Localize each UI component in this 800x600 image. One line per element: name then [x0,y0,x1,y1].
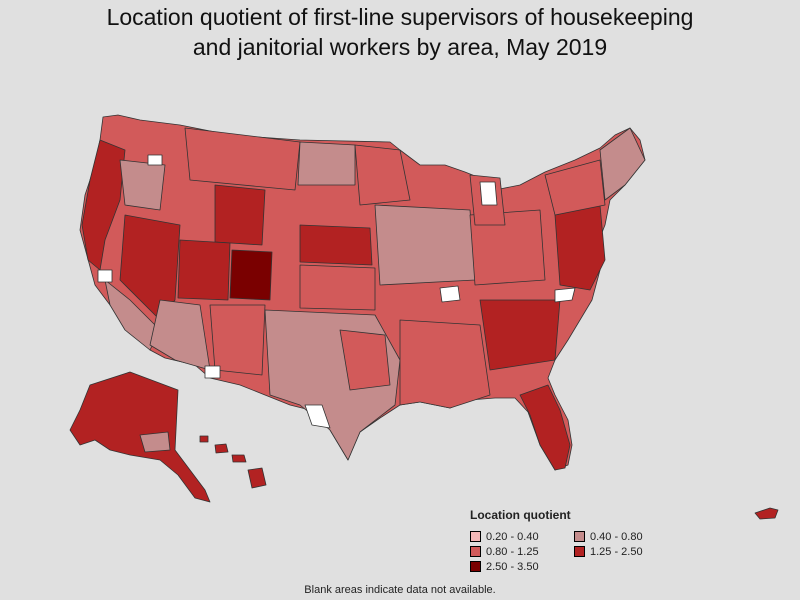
region-montana [184,127,301,191]
region-colorado-high [229,249,273,301]
region-florida [519,384,571,471]
no-data-area-michigan [479,181,498,206]
legend-item-1: 0.40 - 0.80 [574,530,684,543]
no-data-area-california [97,269,113,283]
no-data-area-arizona [204,365,221,379]
region-texas-east [339,329,391,391]
region-gulf [399,319,491,409]
region-new-england [599,127,646,201]
region-wyoming [214,184,266,246]
footnote: Blank areas indicate data not available. [304,584,496,596]
region-northeast [544,159,606,216]
hawaii-island-2 [214,443,229,454]
legend-label-3: 1.25 - 2.50 [590,545,643,558]
legend-item-2: 0.80 - 1.25 [470,545,574,558]
hawaii-island-3 [231,454,247,463]
alaska-subregion [139,431,171,453]
no-data-area-west-texas [304,404,331,429]
legend-label-1: 0.40 - 0.80 [590,530,643,543]
legend-item-4: 2.50 - 3.50 [470,560,574,573]
map-title: Location quotient of first-line supervis… [0,2,800,62]
region-new-mexico [209,304,266,376]
legend-swatch-0 [470,531,481,542]
region-arizona [149,299,211,371]
legend: Location quotient 0.20 - 0.40 0.40 - 0.8… [470,508,710,573]
legend-grid: 0.20 - 0.40 0.40 - 0.80 0.80 - 1.25 1.25… [470,530,710,573]
map-title-line-1: Location quotient of first-line supervis… [106,4,694,30]
no-data-area-oregon [147,154,163,166]
legend-swatch-4 [470,561,481,572]
legend-swatch-3 [574,546,585,557]
legend-item-0: 0.20 - 0.40 [470,530,574,543]
legend-swatch-2 [470,546,481,557]
map-title-line-2: and janitorial workers by area, May 2019 [192,34,608,60]
no-data-area-missouri [439,285,461,303]
region-kansas [299,264,376,311]
legend-swatch-1 [574,531,585,542]
region-ohio-valley [469,209,546,286]
alaska-region [69,371,211,503]
legend-label-2: 0.80 - 1.25 [486,545,539,558]
region-nebraska [299,224,373,266]
puerto-rico-region [754,507,779,520]
region-north-dakota [297,141,356,186]
region-california-south [104,279,161,351]
legend-label-0: 0.20 - 0.40 [486,530,539,543]
region-minnesota [354,144,411,206]
region-midwest [374,204,476,286]
legend-title: Location quotient [470,508,571,522]
no-data-area-virginia [554,287,576,303]
region-southeast [479,299,561,371]
region-oregon-idaho [119,159,166,211]
region-utah [177,239,231,301]
hawaii-island-4 [247,467,267,489]
legend-item-3: 1.25 - 2.50 [574,545,684,558]
hawaii-island-1 [199,435,209,443]
legend-label-4: 2.50 - 3.50 [486,560,539,573]
